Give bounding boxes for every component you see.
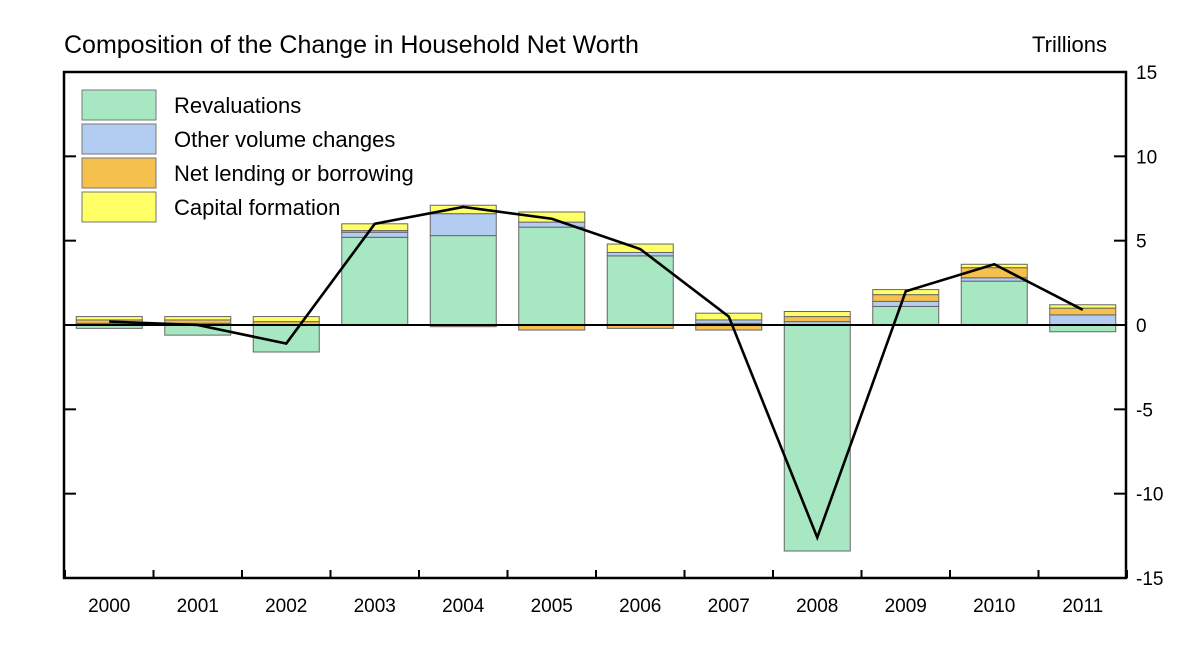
- y-tick-label: 5: [1136, 232, 1147, 253]
- legend-label: Other volume changes: [174, 127, 395, 152]
- x-tick-label: 2004: [442, 596, 485, 617]
- legend-label: Capital formation: [174, 195, 340, 220]
- x-tick-label: 2005: [531, 596, 573, 617]
- y-tick-label: 15: [1136, 63, 1157, 84]
- y-tick-label: -5: [1136, 400, 1153, 421]
- y-tick-label: -15: [1136, 569, 1163, 590]
- legend-label: Net lending or borrowing: [174, 161, 414, 186]
- legend-swatch-capital-formation: [81, 191, 157, 223]
- bar-other-volume-changes-2009: [872, 300, 940, 307]
- bar-capital-formation-2005: [518, 211, 586, 223]
- net-worth-change-line: [109, 205, 1084, 542]
- legend-swatch-other-volume-changes: [81, 123, 157, 155]
- x-tick-label: 2011: [1062, 596, 1103, 617]
- bar-other-volume-changes-2007: [695, 319, 763, 324]
- bar-capital-formation-2000: [75, 316, 143, 321]
- bar-net-lending-or-borrowing-2009: [872, 294, 940, 302]
- bar-revaluations-2010: [960, 280, 1028, 326]
- bar-capital-formation-2004: [429, 204, 497, 215]
- bar-other-volume-changes-2011: [1049, 314, 1117, 326]
- bar-revaluations-2003: [341, 236, 409, 326]
- bars-layer: [75, 204, 1117, 552]
- x-tick-label: 2008: [796, 596, 838, 617]
- bar-capital-formation-2011: [1049, 304, 1117, 309]
- chart-title: Composition of the Change in Household N…: [64, 31, 639, 59]
- bar-other-volume-changes-2003: [341, 231, 409, 238]
- x-tick-label: 2003: [354, 596, 396, 617]
- legend-swatch-net-lending-or-borrowing: [81, 157, 157, 189]
- bar-revaluations-2011: [1049, 324, 1117, 333]
- x-tick-label: 2000: [88, 596, 130, 617]
- legend: Revaluations Other volume changes Net lend…: [81, 89, 414, 223]
- bar-net-lending-or-borrowing-2008: [783, 316, 851, 323]
- bar-other-volume-changes-2010: [960, 277, 1028, 282]
- bar-revaluations-2004: [429, 235, 497, 326]
- x-tick-label: 2007: [708, 596, 750, 617]
- x-tick-label: 2009: [885, 596, 927, 617]
- legend-label: Revaluations: [174, 93, 301, 118]
- y-tick-label: -10: [1136, 485, 1163, 506]
- line-layer: [109, 205, 1084, 542]
- x-tick-label: 2002: [265, 596, 307, 617]
- bar-other-volume-changes-2006: [606, 251, 674, 257]
- bar-capital-formation-2001: [164, 316, 232, 321]
- bar-revaluations-2005: [518, 226, 586, 326]
- bar-other-volume-changes-2004: [429, 213, 497, 237]
- axes-layer: 15 10 5 0 -5 -10 -15 2000 2001 2002 2003 2004 2005 20…: [64, 63, 1163, 617]
- bar-capital-formation-2008: [783, 311, 851, 318]
- x-tick-label: 2006: [619, 596, 661, 617]
- x-tick-label: 2001: [177, 596, 219, 617]
- x-tick-label: 2010: [973, 596, 1015, 617]
- y-tick-label: 0: [1136, 316, 1147, 337]
- units-label: Trillions: [1032, 32, 1107, 57]
- bar-net-lending-or-borrowing-2001: [164, 319, 232, 324]
- bar-revaluations-2009: [872, 305, 940, 326]
- bar-revaluations-2008: [783, 324, 851, 552]
- legend-swatch-revaluations: [81, 89, 157, 121]
- y-tick-label: 10: [1136, 147, 1157, 168]
- bar-capital-formation-2002: [252, 316, 320, 323]
